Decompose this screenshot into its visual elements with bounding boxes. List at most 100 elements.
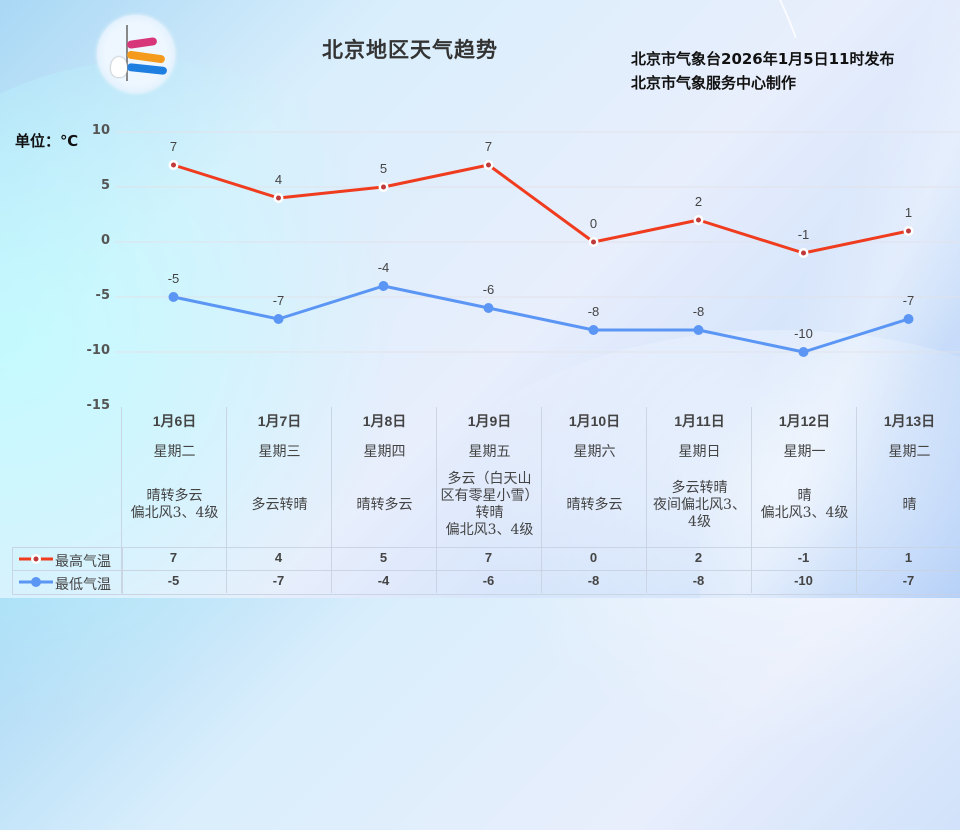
forecast-weather: 多云转晴 夜间偏北风3、 4级	[653, 479, 746, 530]
table-cell: -4	[331, 570, 436, 593]
low-temp-line	[173, 284, 909, 354]
forecast-weekday: 星期二	[888, 444, 931, 460]
forecast-weekday: 星期四	[363, 444, 406, 460]
low-temp-cell: -8	[587, 573, 600, 588]
high-temp-cell: 5	[379, 550, 388, 565]
table-cell: -1	[751, 547, 856, 570]
forecast-weekday: 星期三	[258, 444, 301, 460]
table-divider	[856, 547, 857, 593]
high-temp-cell: 0	[589, 550, 598, 565]
table-divider	[541, 547, 542, 593]
legend-high-label: 最高气温	[55, 554, 111, 570]
forecast-weather: 晴	[902, 496, 917, 513]
low-temp-point	[378, 281, 389, 291]
low-temp-label: -7	[903, 293, 915, 308]
forecast-day-column: 1月6日 星期二 晴转多云 偏北风3、4级	[121, 407, 227, 547]
meteorological-service-logo	[97, 15, 175, 93]
forecast-weather: 晴转多云 偏北风3、4级	[130, 488, 219, 521]
publisher-info: 北京市气象台2026年1月5日11时发布 北京市气象服务中心制作	[631, 47, 895, 95]
high-temp-label: 1	[905, 205, 912, 220]
temperature-line-chart: 7 4 5 7 0 2 -1 1 -5 -7 -4 -6 -8 -8 -10 -7	[115, 131, 960, 357]
high-temp-cell: 7	[169, 550, 178, 565]
forecast-weather: 多云（白天山 区有零星小雪） 转晴 偏北风3、4级	[440, 471, 539, 538]
high-temp-point-core	[696, 217, 701, 223]
forecast-date: 1月10日	[568, 413, 621, 429]
y-tick-label: -15	[86, 398, 111, 413]
forecast-weekday: 星期六	[573, 444, 616, 460]
low-temp-label: -6	[483, 282, 495, 297]
high-temp-label: -1	[798, 227, 810, 242]
legend-row-high: 最高气温	[12, 547, 960, 571]
table-cell: 1	[856, 547, 960, 570]
high-temp-cell: 1	[904, 550, 913, 565]
high-temp-point-core	[171, 162, 176, 168]
table-cell: -5	[121, 570, 226, 593]
table-cell: -6	[436, 570, 541, 593]
high-temp-label: 7	[170, 139, 177, 154]
high-temp-label: 7	[485, 139, 492, 154]
high-temp-point-core	[906, 228, 911, 234]
forecast-day-column: 1月13日星期二晴	[856, 407, 960, 547]
low-temp-point	[273, 314, 284, 324]
forecast-weather: 多云转晴	[251, 496, 308, 513]
low-temp-cell: -6	[482, 573, 495, 588]
low-temp-label: -7	[273, 293, 285, 308]
legend-row-low: 最低气温	[12, 570, 960, 595]
high-temp-cell: 2	[694, 550, 703, 565]
high-temp-point-core	[276, 195, 281, 201]
high-temp-point-core	[591, 239, 596, 245]
low-temp-point	[798, 347, 809, 357]
low-line-marker-icon	[19, 577, 53, 587]
high-temp-point-core	[486, 162, 491, 168]
forecast-day-column: 1月7日 星期三 多云转晴	[226, 407, 332, 547]
table-cell: 7	[436, 547, 541, 570]
forecast-weekday: 星期一	[783, 444, 826, 460]
table-cell: 0	[541, 547, 646, 570]
forecast-weekday: 星期日	[678, 444, 721, 460]
forecast-day-column: 1月8日星期四晴转多云	[331, 407, 437, 547]
forecast-date: 1月13日	[883, 413, 936, 429]
low-temp-cell: -10	[794, 573, 813, 588]
low-temp-cell: -4	[377, 573, 390, 588]
table-cell: -8	[646, 570, 751, 593]
table-divider	[331, 547, 332, 593]
y-tick-label: 0	[100, 233, 110, 248]
low-temp-cell: -7	[272, 573, 285, 588]
table-divider	[436, 547, 437, 593]
high-temp-cell: -1	[797, 550, 810, 565]
low-temp-point	[588, 325, 599, 335]
forecast-weather: 晴 偏北风3、4级	[760, 488, 849, 521]
low-temp-cell: -8	[692, 573, 705, 588]
forecast-weather: 晴转多云	[356, 496, 413, 513]
forecast-date: 1月8日	[362, 413, 407, 429]
low-temp-label: -8	[693, 304, 705, 319]
page-title: 北京地区天气趋势	[322, 38, 498, 62]
legend-low: 最低气温	[12, 571, 123, 594]
legend-high: 最高气温	[12, 548, 123, 571]
table-divider	[751, 547, 752, 593]
y-tick-label: -10	[86, 343, 111, 358]
low-temp-point	[903, 314, 914, 324]
forecast-day-column: 1月11日星期日多云转晴 夜间偏北风3、 4级	[646, 407, 752, 547]
legend-low-label: 最低气温	[55, 577, 111, 593]
high-temp-label: 4	[275, 172, 282, 187]
low-temp-label: -8	[588, 304, 600, 319]
forecast-day-column: 1月10日 星期六 晴转多云	[541, 407, 647, 547]
high-temp-label: 2	[695, 194, 702, 209]
table-cell: 2	[646, 547, 751, 570]
forecast-date: 1月11日	[674, 413, 725, 429]
high-temp-line	[173, 163, 909, 255]
low-temp-cell: -5	[167, 573, 180, 588]
table-cell: -7	[856, 570, 960, 593]
table-cell: 7	[121, 547, 226, 570]
forecast-day-column: 1月9日 星期五 多云（白天山 区有零星小雪） 转晴 偏北风3、4级	[436, 407, 542, 547]
low-temp-label: -5	[168, 271, 180, 286]
y-tick-label: 5	[100, 178, 110, 193]
y-tick-label: -5	[95, 288, 110, 303]
high-temp-cell: 7	[484, 550, 493, 565]
high-temp-label: 5	[380, 161, 387, 176]
low-temp-point	[483, 303, 494, 313]
low-temp-label: -4	[378, 260, 390, 275]
forecast-date: 1月12日	[778, 413, 831, 429]
low-temp-label: -10	[794, 326, 813, 341]
